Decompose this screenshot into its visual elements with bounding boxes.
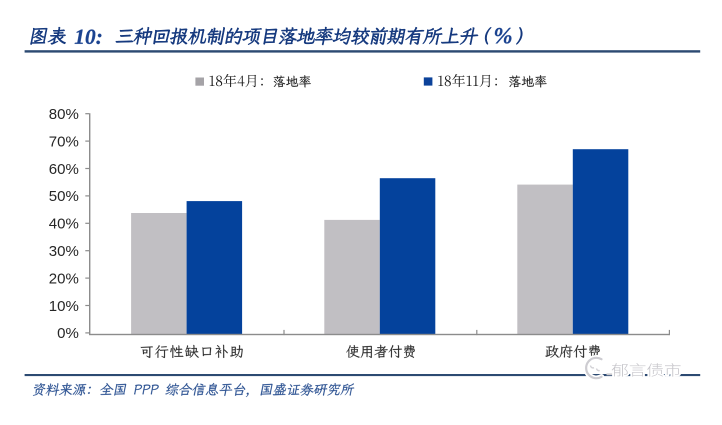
svg-text:50%: 50%	[49, 188, 79, 205]
svg-text:20%: 20%	[49, 270, 79, 287]
svg-text:80%: 80%	[49, 106, 79, 123]
svg-text:70%: 70%	[49, 133, 79, 150]
svg-text:0%: 0%	[57, 325, 79, 342]
svg-text:10%: 10%	[49, 298, 79, 315]
svg-text:30%: 30%	[49, 243, 79, 260]
svg-text:40%: 40%	[49, 216, 79, 233]
svg-text:60%: 60%	[49, 161, 79, 178]
